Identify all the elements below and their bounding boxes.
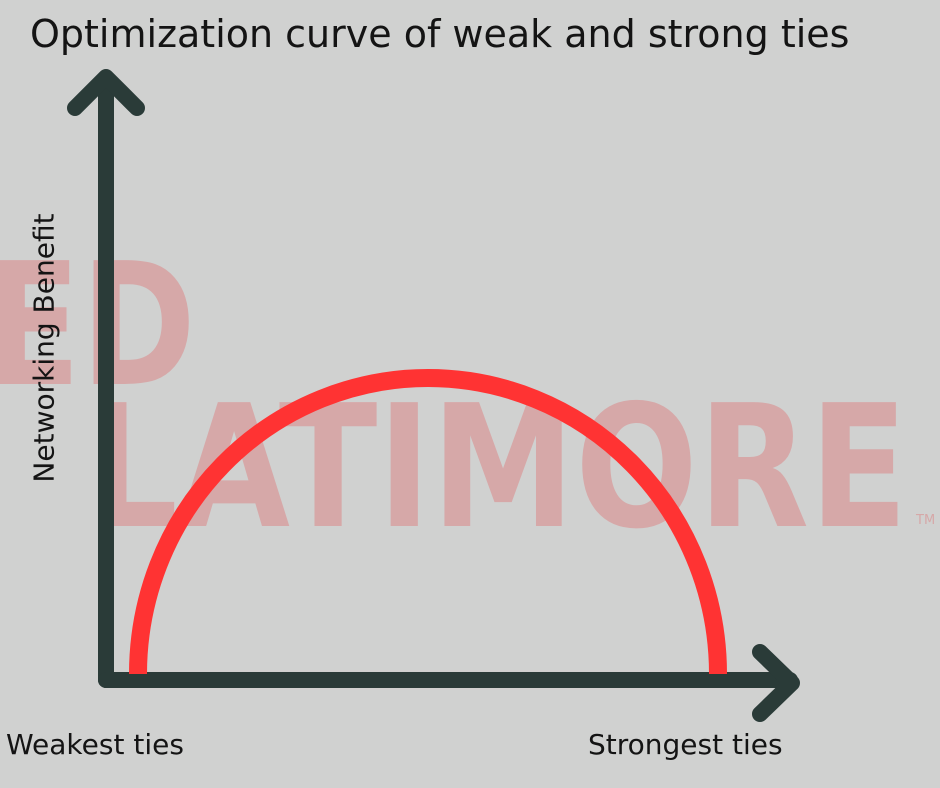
y-axis-arrowhead — [67, 69, 145, 116]
x-axis-arrowhead — [752, 644, 800, 722]
optimization-curve — [129, 369, 727, 675]
axes — [67, 69, 800, 722]
x-axis-right-label: Strongest ties — [588, 728, 783, 761]
y-axis-label: Networking Benefit — [27, 213, 61, 483]
x-axis-left-label: Weakest ties — [6, 728, 184, 761]
chart-title: Optimization curve of weak and strong ti… — [30, 12, 850, 56]
watermark-trademark: TM — [915, 513, 935, 528]
watermark: ED LATIMORE TM — [0, 227, 935, 567]
